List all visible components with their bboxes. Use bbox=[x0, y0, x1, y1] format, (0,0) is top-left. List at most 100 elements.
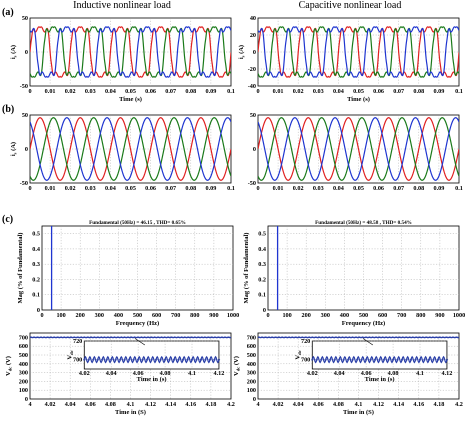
x-tick-label: 4.08 bbox=[333, 401, 344, 408]
inset-marker bbox=[145, 358, 149, 361]
inset-marker bbox=[373, 358, 377, 361]
x-tick-label: 0.07 bbox=[393, 88, 404, 95]
x-tick-label: 0.04 bbox=[333, 185, 344, 192]
y-tick-label: 50 bbox=[22, 15, 28, 22]
x-tick-label: 0 bbox=[266, 312, 269, 319]
y-tick-label: 100 bbox=[247, 387, 256, 394]
y-tick-label: 0.5 bbox=[258, 231, 266, 238]
y-tick-label: 700 bbox=[247, 334, 256, 341]
inset-x-tick-label: 4.12 bbox=[214, 370, 225, 377]
inset-x-tick-label: 4.08 bbox=[160, 370, 171, 377]
phase-a-current bbox=[30, 117, 231, 181]
inset-marker bbox=[163, 358, 167, 361]
y-tick-label: 600 bbox=[19, 343, 28, 350]
x-tick-label: 1000 bbox=[227, 312, 239, 319]
y-tick-label: 0 bbox=[25, 49, 28, 56]
x-tick-label: 500 bbox=[133, 312, 142, 319]
x-axis-label: Time in (S) bbox=[115, 409, 146, 416]
y-axis-label: Vdc (V) bbox=[233, 356, 241, 376]
inset-x-tick-label: 4.06 bbox=[133, 370, 144, 377]
x-tick-label: 700 bbox=[397, 312, 406, 319]
x-tick-label: 800 bbox=[190, 312, 199, 319]
inset-marker bbox=[418, 358, 422, 361]
y-tick-label: 700 bbox=[19, 334, 28, 341]
x-tick-label: 600 bbox=[152, 312, 161, 319]
inset-marker bbox=[441, 358, 444, 361]
inset-marker bbox=[391, 358, 395, 361]
x-tick-label: 4.2 bbox=[455, 401, 463, 408]
y-axis-label: Mag (% of Fundamental) bbox=[243, 233, 250, 304]
x-tick-label: 0.01 bbox=[45, 185, 56, 192]
inset-marker bbox=[87, 358, 90, 361]
inset-marker bbox=[186, 358, 189, 361]
inset-marker bbox=[369, 358, 372, 361]
x-tick-label: 0.09 bbox=[205, 88, 216, 95]
y-tick-label: 200 bbox=[247, 378, 256, 385]
y-tick-label: 0 bbox=[25, 396, 28, 403]
inset-marker bbox=[101, 358, 104, 361]
y-tick-label: 0 bbox=[37, 307, 40, 314]
x-tick-label: 100 bbox=[282, 312, 291, 319]
x-tick-label: 900 bbox=[435, 312, 444, 319]
x-tick-label: 900 bbox=[209, 312, 218, 319]
y-tick-label: -50 bbox=[20, 83, 28, 90]
x-tick-label: 800 bbox=[416, 312, 425, 319]
inset-marker bbox=[190, 358, 194, 361]
x-tick-label: 0.1 bbox=[227, 88, 235, 95]
phase-b-current bbox=[30, 117, 231, 181]
inset-marker bbox=[154, 358, 158, 361]
inset-y-axis-label: Vdc bbox=[66, 350, 74, 359]
chart-panels: 0 0.01 0.02 0.03 0.04 0.05 0.06 0.07 0.08 0.09 0.1… bbox=[5, 15, 465, 416]
inset-marker bbox=[136, 358, 140, 361]
x-tick-label: 4 bbox=[28, 401, 31, 408]
phase-b-current bbox=[258, 26, 459, 78]
inset-x-tick-label: 4.1 bbox=[188, 370, 196, 377]
x-tick-label: 4.18 bbox=[433, 401, 444, 408]
inset-marker bbox=[364, 358, 368, 361]
y-tick-label: 40 bbox=[250, 15, 256, 22]
y-tick-label: 0 bbox=[263, 307, 266, 314]
x-tick-label: 4.14 bbox=[165, 401, 176, 408]
inset-x-tick-label: 4.02 bbox=[79, 370, 90, 377]
x-tick-label: 0.06 bbox=[145, 88, 156, 95]
y-tick-label: 0.3 bbox=[258, 261, 266, 268]
x-tick-label: 0 bbox=[28, 185, 31, 192]
row-label-c: (c) bbox=[2, 214, 13, 225]
x-tick-label: 0.07 bbox=[393, 185, 404, 192]
phase-c-current bbox=[258, 117, 459, 181]
x-tick-label: 1000 bbox=[453, 312, 465, 319]
phase-a-current bbox=[258, 117, 459, 181]
row-label-a: (a) bbox=[2, 7, 14, 18]
inset-marker bbox=[217, 358, 221, 361]
x-tick-label: 200 bbox=[302, 312, 311, 319]
inset-x-tick-label: 4.12 bbox=[442, 370, 453, 377]
y-tick-label: 300 bbox=[247, 370, 256, 377]
inset-marker bbox=[168, 358, 171, 361]
x-tick-label: 4 bbox=[256, 401, 259, 408]
inset-marker bbox=[382, 358, 386, 361]
inset-marker bbox=[199, 358, 203, 361]
x-tick-label: 4.2 bbox=[227, 401, 235, 408]
x-tick-label: 0.07 bbox=[165, 88, 176, 95]
x-tick-label: 0.05 bbox=[353, 185, 364, 192]
x-tick-label: 0.04 bbox=[105, 185, 116, 192]
y-axis-label: Vdc (V) bbox=[5, 356, 13, 376]
inset-marker bbox=[110, 358, 113, 361]
chart-c-right: 0 100 200 300 400 500 600 700 800 900 1000 0.5 0.4 0.… bbox=[243, 219, 465, 327]
y-axis-label: Mag (% of Fundamental) bbox=[17, 233, 24, 304]
dc-voltage-line bbox=[257, 336, 460, 339]
x-tick-label: 0.02 bbox=[65, 185, 76, 192]
x-tick-label: 4.04 bbox=[293, 401, 304, 408]
y-tick-label: 0.3 bbox=[32, 261, 40, 268]
x-tick-label: 4.18 bbox=[205, 401, 216, 408]
y-tick-label: 0.2 bbox=[258, 276, 266, 283]
y-tick-label: 0.1 bbox=[32, 292, 40, 299]
y-tick-label: 0.1 bbox=[258, 292, 266, 299]
inset-y-tick-label: 720 bbox=[301, 338, 310, 345]
inset-marker bbox=[396, 358, 399, 361]
y-tick-label: 600 bbox=[247, 343, 256, 350]
inset-marker bbox=[96, 358, 99, 361]
x-tick-label: 0.01 bbox=[273, 185, 284, 192]
